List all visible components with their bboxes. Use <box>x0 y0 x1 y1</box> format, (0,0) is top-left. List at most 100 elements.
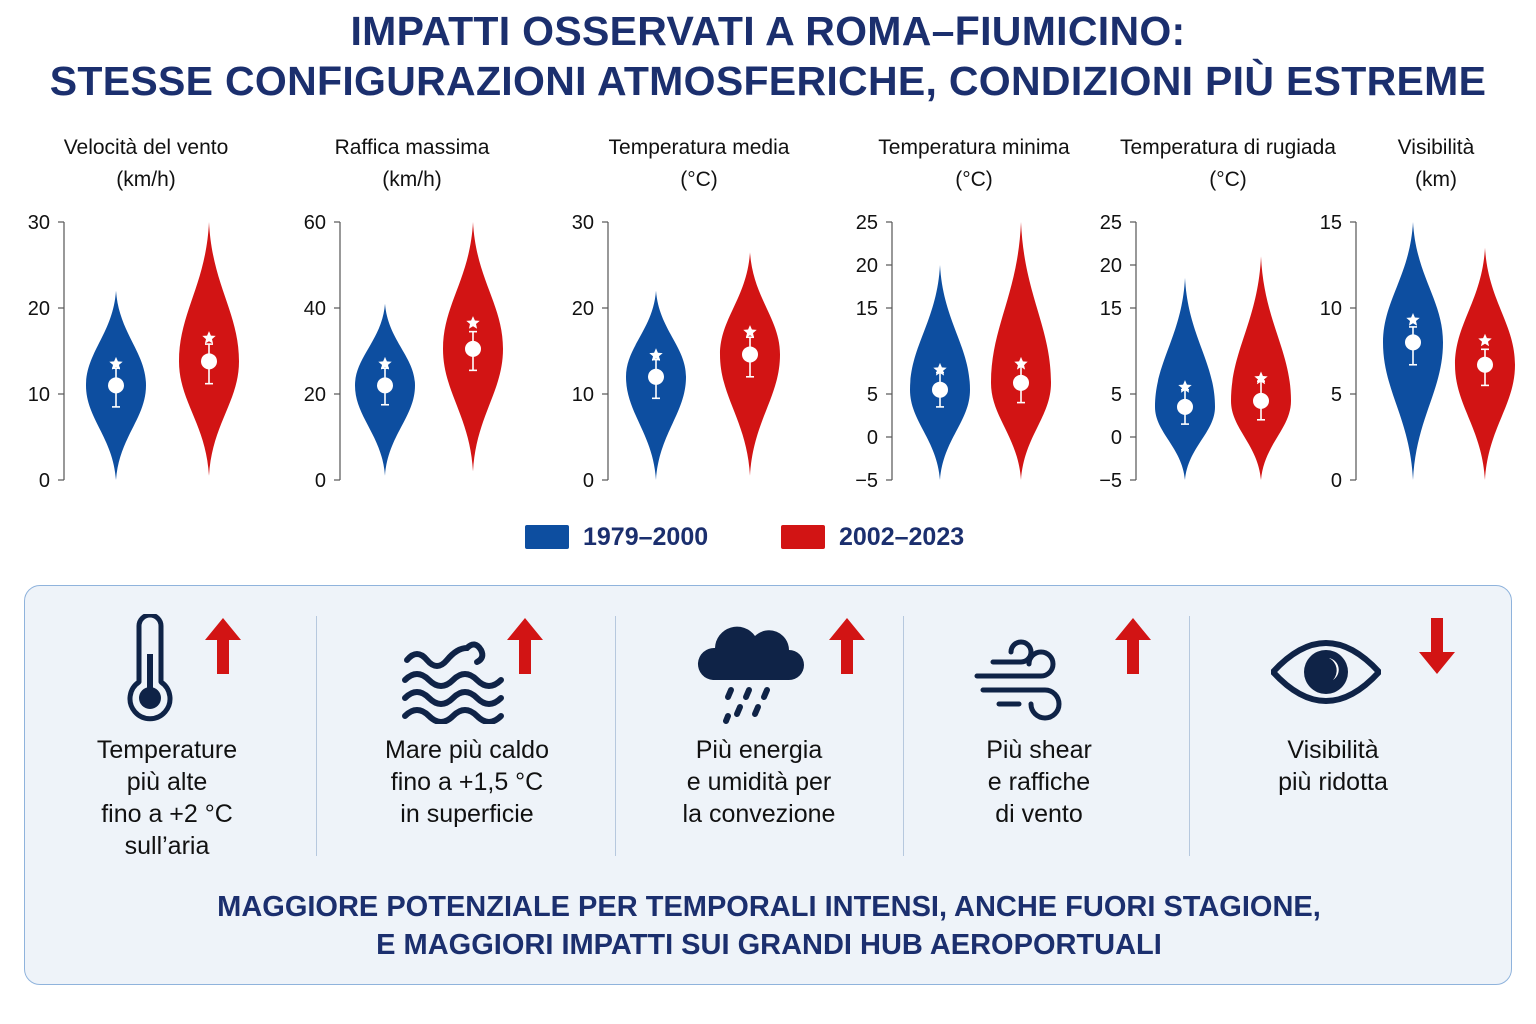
impact-text-line: la convezione <box>682 800 836 828</box>
eye-icon <box>1271 640 1381 704</box>
impact-text-line: in superficie <box>400 800 534 828</box>
y-tick-label: 20 <box>304 384 326 406</box>
mean-star <box>1014 356 1028 370</box>
y-tick-label: 60 <box>304 212 326 234</box>
chart-title: Temperatura di rugiada <box>1120 136 1336 159</box>
legend-item-1979-2000: 1979–2000 <box>525 522 708 552</box>
y-tick-label: 30 <box>572 212 594 234</box>
chart-unit: (km) <box>1415 168 1457 191</box>
divider <box>903 616 904 856</box>
impact-text-line: e umidità per <box>686 768 832 796</box>
y-tick-label: 0 <box>1111 427 1122 449</box>
mean-star <box>378 356 392 370</box>
legend-label: 2002–2023 <box>839 522 965 551</box>
impact-text-line: e raffiche <box>987 768 1091 796</box>
y-tick-label: 20 <box>28 298 50 320</box>
impact-text: Visibilità più ridotta <box>1193 734 1473 798</box>
divider <box>1189 616 1190 856</box>
mean-star <box>466 316 480 329</box>
legend-swatch-blue <box>525 525 569 549</box>
y-tick-label: 5 <box>1111 384 1122 406</box>
median-dot <box>108 377 124 394</box>
impact-visibility: Visibilità più ridotta <box>1193 586 1473 886</box>
mean-star <box>1254 371 1268 385</box>
y-tick-label: 10 <box>1320 298 1342 320</box>
y-tick-label: 15 <box>1100 298 1122 320</box>
mean-star <box>649 348 663 361</box>
impact-text-line: Temperature <box>96 736 238 764</box>
median-dot <box>1405 334 1421 351</box>
mean-star <box>1178 380 1192 393</box>
title-line-2: STESSE CONFIGURAZIONI ATMOSFERICHE, COND… <box>49 58 1487 104</box>
thermometer-icon <box>127 614 173 722</box>
conclusion-line-2: E MAGGIORI IMPATTI SUI GRANDI HUB AEROPO… <box>376 929 1162 961</box>
median-dot <box>932 381 948 398</box>
y-tick-label: 40 <box>304 298 326 320</box>
mean-star <box>933 362 947 376</box>
impact-convection: Più energia e umidità per la convezione <box>619 586 899 886</box>
impact-text: Temperature più alte fino a +2 °C sull’a… <box>27 734 307 862</box>
mean-star <box>743 325 757 338</box>
y-tick-label: 10 <box>572 384 594 406</box>
conclusion-line-1: MAGGIORE POTENZIALE PER TEMPORALI INTENS… <box>217 891 1321 923</box>
page-title: IMPATTI OSSERVATI A ROMA–FIUMICINO: STES… <box>0 6 1536 106</box>
impact-text-line: fino a +1,5 °C <box>390 768 544 796</box>
median-dot <box>1177 398 1193 415</box>
y-tick-label: 20 <box>1100 255 1122 277</box>
impact-text: Più shear e raffiche di vento <box>899 734 1179 830</box>
impact-text-line: Mare più caldo <box>385 736 549 764</box>
y-tick-label: 0 <box>583 470 594 492</box>
impact-text-line: fino a +2 °C <box>101 800 233 828</box>
impact-text-line: più alte <box>126 768 208 796</box>
legend-item-2002-2023: 2002–2023 <box>781 522 964 552</box>
impact-wind: Più shear e raffiche di vento <box>899 586 1179 886</box>
impact-text-line: più ridotta <box>1278 768 1388 796</box>
impact-text: Più energia e umidità per la convezione <box>619 734 899 830</box>
arrow-up-icon <box>1115 618 1151 674</box>
mean-star <box>202 331 216 344</box>
title-line-1: IMPATTI OSSERVATI A ROMA–FIUMICINO: <box>350 8 1186 54</box>
mean-star <box>109 356 123 370</box>
impact-text-line: di vento <box>995 800 1083 828</box>
y-tick-label: 30 <box>28 212 50 234</box>
chart-unit: (°C) <box>955 168 993 191</box>
chart-title: Temperatura media <box>609 136 790 159</box>
y-tick-label: 20 <box>572 298 594 320</box>
chart-unit: (°C) <box>1209 168 1247 191</box>
y-tick-label: 15 <box>856 298 878 320</box>
y-tick-label: 0 <box>1331 470 1342 492</box>
median-dot <box>201 353 217 370</box>
arrow-up-icon <box>507 618 543 674</box>
legend-swatch-red <box>781 525 825 549</box>
y-tick-label: 0 <box>39 470 50 492</box>
y-tick-label: −5 <box>1099 470 1122 492</box>
chart-unit: (km/h) <box>116 168 176 191</box>
y-tick-label: 0 <box>315 470 326 492</box>
sea-waves-icon <box>402 641 504 724</box>
y-tick-label: 15 <box>1320 212 1342 234</box>
arrow-down-icon <box>1419 618 1455 674</box>
y-tick-label: 25 <box>856 212 878 234</box>
impact-text-line: Più energia <box>695 736 823 764</box>
legend-label: 1979–2000 <box>583 522 709 551</box>
chart-unit: (°C) <box>680 168 718 191</box>
impact-temperature: Temperature più alte fino a +2 °C sull’a… <box>27 586 307 886</box>
violin-red <box>1231 256 1291 480</box>
median-dot <box>1013 374 1029 391</box>
impact-text: Mare più caldo fino a +1,5 °C in superfi… <box>327 734 607 830</box>
chart-title: Velocità del vento <box>64 136 229 159</box>
impact-sea: Mare più caldo fino a +1,5 °C in superfi… <box>327 586 607 886</box>
conclusion: MAGGIORE POTENZIALE PER TEMPORALI INTENS… <box>25 888 1513 964</box>
y-tick-label: −5 <box>855 470 878 492</box>
rain-cloud-icon <box>697 626 804 724</box>
impact-text-line: Più shear <box>986 736 1092 764</box>
median-dot <box>742 346 758 363</box>
wind-icon <box>974 639 1062 721</box>
mean-star <box>1478 333 1492 347</box>
chart-title: Raffica massima <box>335 136 490 159</box>
y-tick-label: 10 <box>28 384 50 406</box>
y-tick-label: 5 <box>867 384 878 406</box>
y-tick-label: 5 <box>1331 384 1342 406</box>
chart-title: Temperatura minima <box>878 136 1070 159</box>
median-dot <box>377 377 393 394</box>
